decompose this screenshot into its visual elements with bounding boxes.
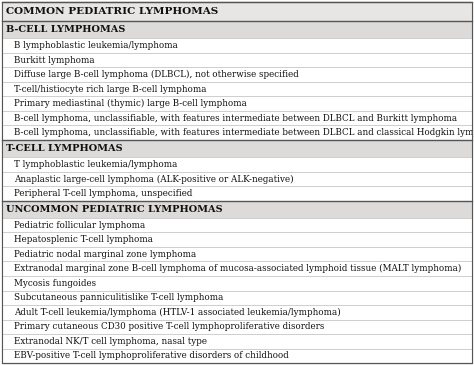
- Bar: [2, 247, 472, 261]
- Text: T-CELL LYMPHOMAS: T-CELL LYMPHOMAS: [6, 144, 123, 153]
- Bar: [2, 140, 472, 157]
- Text: Extranodal NK/T cell lymphoma, nasal type: Extranodal NK/T cell lymphoma, nasal typ…: [14, 337, 207, 346]
- Text: Mycosis fungoides: Mycosis fungoides: [14, 279, 96, 288]
- Bar: [2, 38, 472, 53]
- Text: UNCOMMON PEDIATRIC LYMPHOMAS: UNCOMMON PEDIATRIC LYMPHOMAS: [6, 205, 223, 214]
- Bar: [2, 67, 472, 82]
- Text: Adult T-cell leukemia/lymphoma (HTLV-1 associated leukemia/lymphoma): Adult T-cell leukemia/lymphoma (HTLV-1 a…: [14, 308, 341, 317]
- Text: EBV-positive T-cell lymphoproliferative disorders of childhood: EBV-positive T-cell lymphoproliferative …: [14, 351, 289, 360]
- Text: Peripheral T-cell lymphoma, unspecified: Peripheral T-cell lymphoma, unspecified: [14, 189, 192, 198]
- Bar: [2, 21, 472, 38]
- Text: Primary cutaneous CD30 positive T-cell lymphoproliferative disorders: Primary cutaneous CD30 positive T-cell l…: [14, 322, 325, 331]
- Bar: [2, 2, 472, 21]
- Text: COMMON PEDIATRIC LYMPHOMAS: COMMON PEDIATRIC LYMPHOMAS: [6, 7, 219, 16]
- Bar: [2, 349, 472, 363]
- Bar: [2, 320, 472, 334]
- Bar: [2, 291, 472, 305]
- Text: Pediatric follicular lymphoma: Pediatric follicular lymphoma: [14, 221, 146, 230]
- Bar: [2, 111, 472, 126]
- Text: Anaplastic large-cell lymphoma (ALK-positive or ALK-negative): Anaplastic large-cell lymphoma (ALK-posi…: [14, 174, 294, 184]
- Text: B-CELL LYMPHOMAS: B-CELL LYMPHOMAS: [6, 25, 126, 34]
- Bar: [2, 201, 472, 218]
- Text: Burkitt lymphoma: Burkitt lymphoma: [14, 55, 95, 65]
- Text: B-cell lymphoma, unclassifiable, with features intermediate between DLBCL and cl: B-cell lymphoma, unclassifiable, with fe…: [14, 128, 474, 137]
- Bar: [2, 82, 472, 96]
- Bar: [2, 172, 472, 186]
- Bar: [2, 157, 472, 172]
- Bar: [2, 126, 472, 140]
- Text: Hepatosplenic T-cell lymphoma: Hepatosplenic T-cell lymphoma: [14, 235, 153, 244]
- Bar: [2, 96, 472, 111]
- Bar: [2, 233, 472, 247]
- Text: Diffuse large B-cell lymphoma (DLBCL), not otherwise specified: Diffuse large B-cell lymphoma (DLBCL), n…: [14, 70, 299, 79]
- Bar: [2, 305, 472, 320]
- Text: Pediatric nodal marginal zone lymphoma: Pediatric nodal marginal zone lymphoma: [14, 250, 196, 259]
- Text: B lymphoblastic leukemia/lymphoma: B lymphoblastic leukemia/lymphoma: [14, 41, 178, 50]
- Bar: [2, 334, 472, 349]
- Bar: [2, 261, 472, 276]
- Text: T lymphoblastic leukemia/lymphoma: T lymphoblastic leukemia/lymphoma: [14, 160, 178, 169]
- Text: Subcutaneous panniculitislike T-cell lymphoma: Subcutaneous panniculitislike T-cell lym…: [14, 293, 224, 302]
- Text: B-cell lymphoma, unclassifiable, with features intermediate between DLBCL and Bu: B-cell lymphoma, unclassifiable, with fe…: [14, 114, 457, 123]
- Text: Primary mediastinal (thymic) large B-cell lymphoma: Primary mediastinal (thymic) large B-cel…: [14, 99, 247, 108]
- Bar: [2, 218, 472, 233]
- Bar: [2, 186, 472, 201]
- Bar: [2, 276, 472, 291]
- Bar: [2, 53, 472, 67]
- Text: Extranodal marginal zone B-cell lymphoma of mucosa-associated lymphoid tissue (M: Extranodal marginal zone B-cell lymphoma…: [14, 264, 462, 273]
- Text: T-cell/histiocyte rich large B-cell lymphoma: T-cell/histiocyte rich large B-cell lymp…: [14, 85, 207, 94]
